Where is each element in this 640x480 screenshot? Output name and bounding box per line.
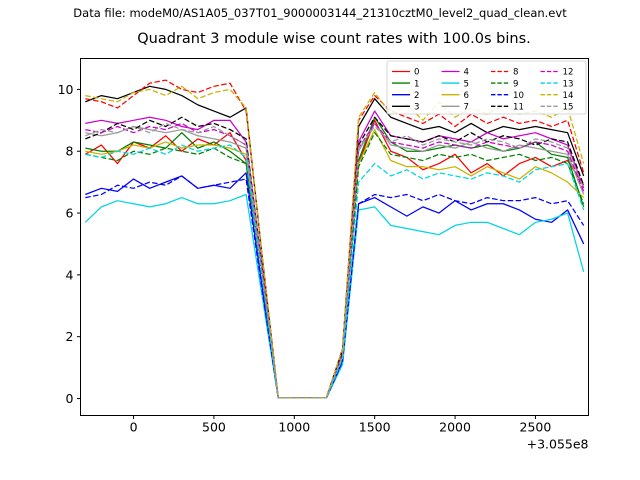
x-tick-label-2000: 2000	[439, 420, 471, 435]
data-line-3	[85, 85, 585, 399]
y-tick-label-0: 0	[66, 391, 74, 406]
data-line-15	[85, 122, 585, 399]
legend-label-15: 15	[563, 103, 574, 113]
data-line-6	[85, 128, 585, 399]
data-line-11	[85, 116, 585, 399]
legend-label-14: 14	[563, 91, 574, 101]
x-axis-offset-text: +3.055e8	[527, 437, 589, 452]
x-tick-label-1000: 1000	[278, 420, 310, 435]
legend-box	[386, 60, 587, 115]
data-line-13	[85, 144, 585, 399]
legend-label-9: 9	[513, 79, 518, 89]
data-line-12	[85, 122, 585, 399]
data-line-2	[85, 172, 585, 399]
x-tick-label-500: 500	[202, 420, 226, 435]
legend-label-8: 8	[513, 68, 518, 78]
legend-label-3: 3	[414, 103, 419, 113]
data-line-14	[85, 85, 585, 399]
y-tick-label-6: 6	[66, 206, 74, 221]
data-line-0	[85, 119, 585, 399]
data-line-1	[85, 116, 585, 399]
data-line-5	[84, 193, 585, 399]
legend-label-5: 5	[464, 79, 469, 89]
x-tick-label-2500: 2500	[520, 420, 552, 435]
data-file-supertitle: Data file: modeM0/AS1A05_037T01_90000031…	[73, 6, 567, 20]
data-line-10	[85, 175, 585, 399]
legend-label-12: 12	[563, 68, 574, 78]
legend-label-6: 6	[464, 91, 469, 101]
plot-title: Quadrant 3 module wise count rates with …	[137, 31, 531, 47]
y-tick-label-8: 8	[66, 144, 74, 159]
legend-label-13: 13	[563, 79, 574, 89]
y-tick-label-10: 10	[58, 82, 74, 97]
data-line-7	[85, 122, 585, 399]
y-tick-label-4: 4	[66, 267, 74, 282]
data-lines-layer	[84, 79, 585, 399]
legend-label-7: 7	[464, 103, 469, 113]
x-tick-label-1500: 1500	[359, 420, 391, 435]
legend-label-11: 11	[513, 103, 524, 113]
legend-label-2: 2	[414, 91, 419, 101]
data-line-4	[85, 110, 585, 399]
axis-ticks-layer: 0 500 1000 1500 2000 2500 0 2 4 6 8 10 +3.055e8	[58, 82, 589, 452]
axes-spines	[80, 58, 589, 416]
legend-label-4: 4	[464, 68, 469, 78]
data-line-9	[85, 132, 585, 399]
legend-label-1: 1	[414, 79, 419, 89]
y-tick-label-2: 2	[66, 329, 74, 344]
legend-label-0: 0	[414, 68, 419, 78]
x-tick-label-0: 0	[130, 420, 138, 435]
legend-label-10: 10	[513, 91, 524, 101]
axes-frame	[80, 58, 589, 416]
